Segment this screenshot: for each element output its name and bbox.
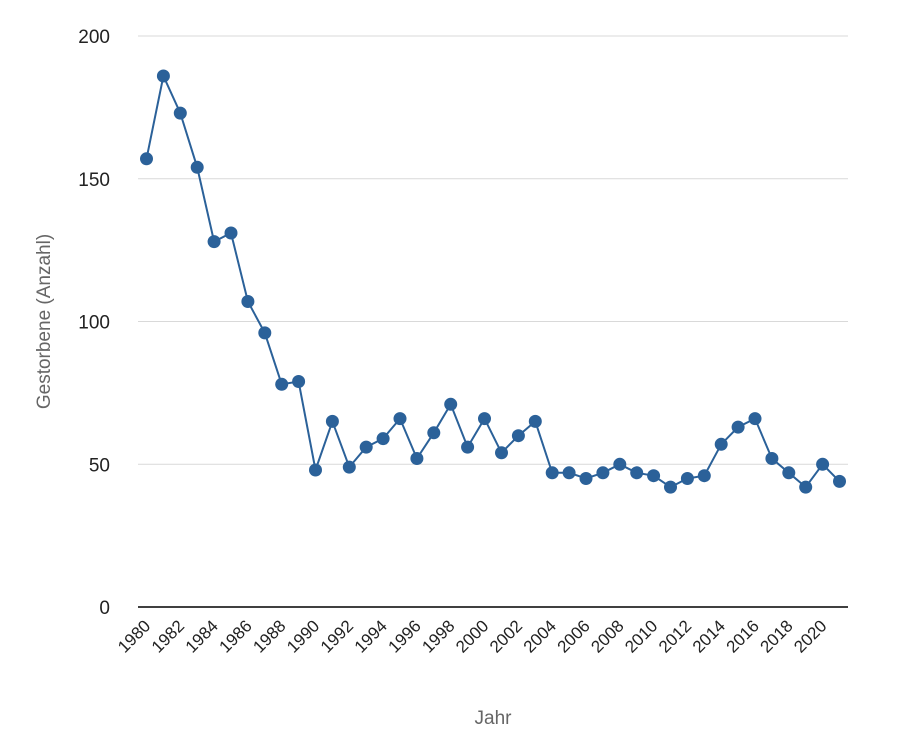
x-axis-label: Jahr — [475, 708, 513, 729]
x-tick-label: 1996 — [385, 616, 425, 656]
data-point — [461, 440, 475, 454]
data-points — [140, 69, 846, 494]
data-point — [613, 457, 627, 471]
x-tick-label: 2020 — [790, 616, 830, 656]
data-point — [309, 463, 322, 477]
data-point — [579, 472, 593, 485]
data-point — [596, 466, 610, 480]
y-tick-label: 150 — [78, 170, 110, 191]
data-point — [765, 452, 779, 465]
data-point — [258, 326, 272, 340]
data-point — [647, 469, 661, 483]
data-point — [173, 106, 187, 120]
data-point — [630, 466, 644, 480]
x-tick-label: 2010 — [621, 616, 661, 656]
x-tick-label: 2018 — [756, 616, 796, 656]
x-tick-label: 1988 — [249, 616, 289, 656]
data-point — [545, 466, 559, 480]
x-tick-label: 1984 — [182, 616, 222, 656]
data-point — [292, 375, 306, 388]
data-point — [748, 412, 762, 426]
data-point — [833, 474, 846, 488]
data-point — [241, 295, 255, 308]
x-tick-label: 1998 — [418, 616, 458, 656]
x-tick-label: 2004 — [520, 616, 560, 656]
data-point — [393, 412, 407, 426]
data-point — [782, 466, 796, 480]
gridlines — [138, 35, 848, 465]
x-tick-label: 1990 — [283, 616, 323, 656]
data-point — [478, 412, 491, 426]
x-tick-label: 1994 — [351, 616, 391, 656]
y-axis-ticks: 0 50 100 150 200 — [78, 27, 110, 619]
data-point — [376, 432, 390, 446]
x-tick-label: 2016 — [723, 616, 763, 656]
data-point — [359, 440, 373, 454]
data-point — [140, 152, 153, 166]
x-tick-label: 2000 — [452, 616, 492, 656]
y-tick-label: 200 — [78, 27, 110, 48]
data-point — [664, 480, 677, 494]
x-axis-ticks: 1980198219841986198819901992199419961998… — [114, 616, 830, 656]
data-point — [325, 414, 339, 428]
y-tick-label: 50 — [89, 455, 110, 476]
data-point — [562, 466, 576, 480]
data-point — [207, 235, 221, 249]
data-point — [714, 437, 728, 451]
data-point — [342, 460, 356, 474]
x-tick-label: 2012 — [655, 616, 695, 656]
data-point — [697, 469, 711, 483]
x-tick-label: 1980 — [114, 616, 154, 656]
data-point — [427, 426, 441, 440]
x-tick-label: 2002 — [486, 616, 526, 656]
data-point — [495, 446, 508, 460]
x-tick-label: 2014 — [689, 616, 729, 656]
data-point — [275, 377, 289, 391]
data-point — [528, 414, 542, 428]
data-point — [816, 457, 830, 471]
x-tick-label: 1982 — [148, 616, 188, 656]
y-tick-label: 100 — [78, 313, 110, 334]
x-tick-label: 1992 — [317, 616, 357, 656]
x-tick-label: 2008 — [587, 616, 627, 656]
data-point — [156, 69, 170, 83]
y-tick-label: 0 — [99, 598, 110, 619]
x-tick-label: 2006 — [554, 616, 594, 656]
data-point — [190, 160, 204, 174]
data-point — [799, 480, 813, 494]
data-point — [224, 226, 238, 240]
x-tick-label: 1986 — [216, 616, 256, 656]
data-point — [680, 472, 694, 485]
y-axis-label: Gestorbene (Anzahl) — [34, 234, 55, 409]
data-point — [444, 397, 458, 411]
data-point — [410, 452, 424, 465]
data-point — [511, 429, 525, 443]
data-point — [731, 420, 745, 434]
